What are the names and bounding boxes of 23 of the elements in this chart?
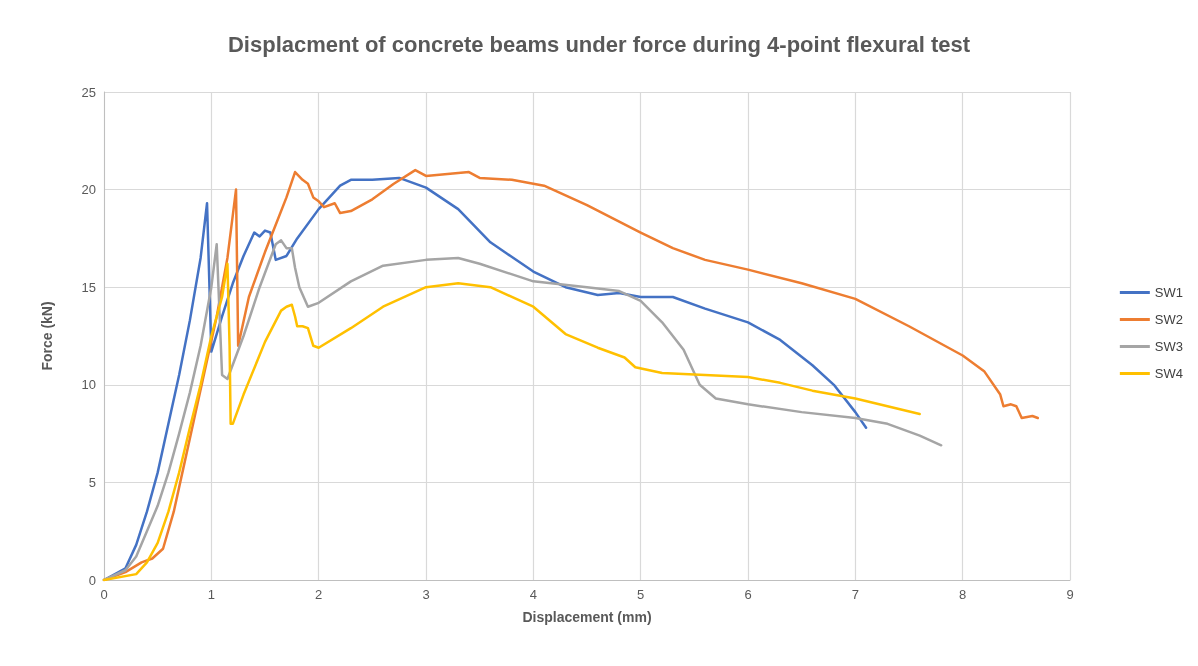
x-tick-label: 7 [851,587,859,602]
y-tick-label: 0 [88,572,96,588]
y-tick-label: 25 [81,84,96,100]
x-tick-label: 4 [529,587,537,602]
y-tick-label: 20 [81,182,96,198]
legend-label: SW4 [1154,366,1183,381]
legend-label: SW2 [1154,312,1183,327]
chart-title: Displacment of concrete beams under force during 4-point flexural test [227,31,971,57]
y-tick-label: 5 [88,474,96,490]
legend-label: SW1 [1154,285,1183,300]
y-tick-label: 15 [81,279,96,295]
x-tick-label: 1 [207,587,215,602]
x-tick-label: 8 [959,587,967,602]
x-tick-label: 0 [100,587,108,602]
x-tick-label: 9 [1066,587,1074,602]
y-axis-title: Force (kN) [39,301,55,371]
x-tick-label: 3 [422,587,430,602]
x-tick-label: 2 [315,587,323,602]
legend-label: SW3 [1154,339,1183,354]
x-axis-title: Displacement (mm) [522,609,652,625]
x-tick-label: 5 [637,587,645,602]
x-tick-label: 6 [744,587,752,602]
y-tick-label: 10 [81,377,96,393]
